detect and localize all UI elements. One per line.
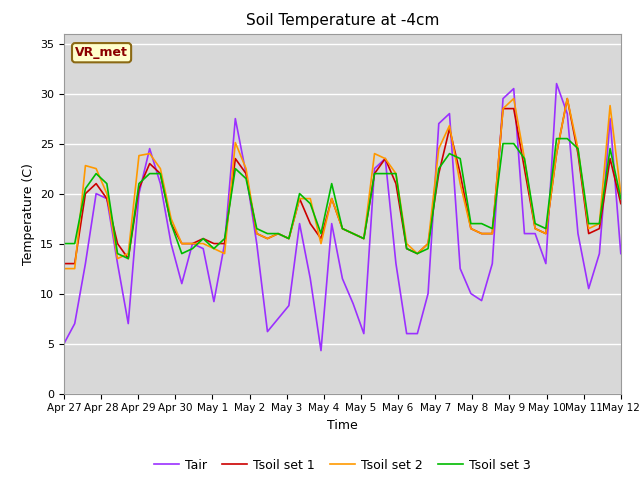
Line: Tair: Tair [64,84,621,350]
Tsoil set 3 [60,240,68,247]
Tsoil set 3 [617,196,625,202]
Tair [553,81,561,86]
Tsoil set 1 [210,240,218,247]
Tsoil set 2 [60,266,68,272]
Tsoil set 3 [392,171,400,177]
Tsoil set 3 [403,246,410,252]
Tsoil set 3 [553,136,561,142]
Tsoil set 2 [617,191,625,196]
Tsoil set 2 [488,231,496,237]
Text: VR_met: VR_met [75,46,128,59]
Tair [317,348,325,353]
Tsoil set 2 [210,246,218,252]
Tair [403,331,410,336]
Tair [617,251,625,256]
Tsoil set 1 [553,151,561,156]
Tsoil set 1 [617,201,625,206]
Tair [424,291,432,297]
Y-axis label: Temperature (C): Temperature (C) [22,163,35,264]
Tsoil set 2 [381,156,389,161]
Tsoil set 2 [563,96,571,101]
Tair [435,120,443,126]
Tsoil set 2 [510,96,518,101]
X-axis label: Time: Time [327,419,358,432]
Tsoil set 3 [499,141,507,146]
Tsoil set 3 [435,166,443,171]
Tsoil set 1 [488,231,496,237]
Tsoil set 3 [221,236,228,241]
Tsoil set 1 [413,251,421,256]
Tsoil set 2 [413,251,421,256]
Legend: Tair, Tsoil set 1, Tsoil set 2, Tsoil set 3: Tair, Tsoil set 1, Tsoil set 2, Tsoil se… [148,454,536,477]
Line: Tsoil set 2: Tsoil set 2 [64,98,621,269]
Line: Tsoil set 3: Tsoil set 3 [64,139,621,259]
Tsoil set 3 [124,256,132,262]
Tsoil set 1 [392,180,400,186]
Line: Tsoil set 1: Tsoil set 1 [64,98,621,264]
Tair [210,299,218,304]
Title: Soil Temperature at -4cm: Soil Temperature at -4cm [246,13,439,28]
Tsoil set 2 [392,171,400,177]
Tair [499,96,507,101]
Tsoil set 1 [60,261,68,266]
Tsoil set 1 [381,156,389,161]
Tsoil set 1 [563,96,571,101]
Tair [60,341,68,347]
Tsoil set 3 [424,246,432,252]
Tair [392,261,400,266]
